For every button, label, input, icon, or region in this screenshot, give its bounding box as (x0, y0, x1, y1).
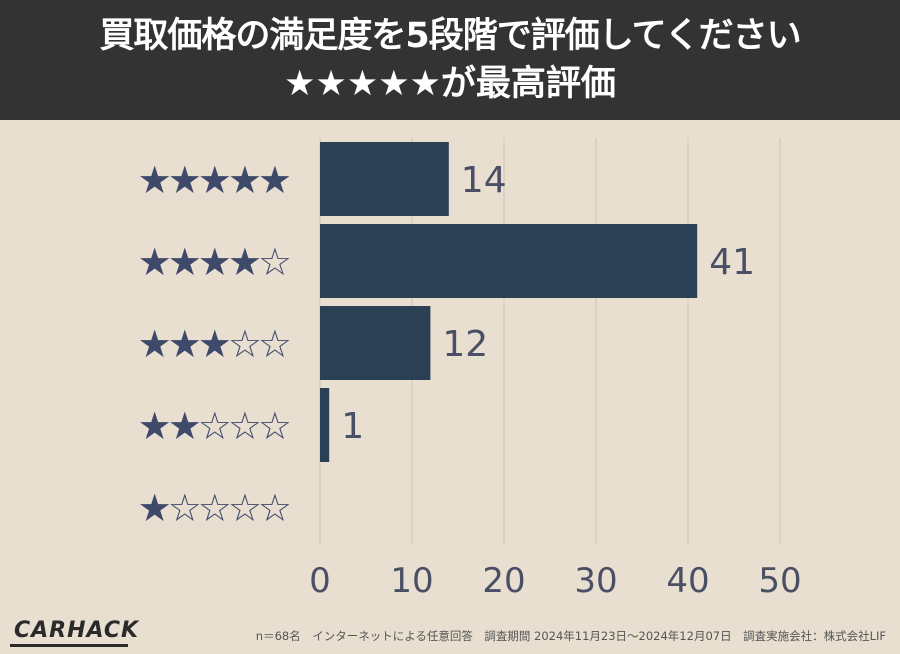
survey-note: n＝68名 インターネットによる任意回答 調査期間 2024年11月23日〜20… (255, 629, 886, 643)
bar (320, 306, 431, 380)
category-label: ★☆☆☆☆ (138, 486, 290, 530)
carhack-logo: CARHACK (10, 618, 140, 647)
category-label: ★★★★☆ (138, 240, 290, 284)
data-label: 41 (709, 242, 755, 283)
x-tick-label: 0 (309, 561, 331, 601)
data-label: 12 (442, 324, 488, 365)
title-banner: 買取価格の満足度を5段階で評価してください ★★★★★が最高評価 (0, 0, 900, 120)
data-label: 1 (341, 406, 364, 447)
x-tick-label: 30 (574, 561, 617, 601)
logo-text: CARHACK (14, 618, 140, 643)
x-tick-label: 20 (482, 561, 525, 601)
category-label: ★★★★★ (138, 158, 290, 202)
x-tick-label: 10 (390, 561, 433, 601)
category-label: ★★☆☆☆ (138, 404, 290, 448)
bar (320, 224, 698, 298)
data-label: 14 (461, 160, 507, 201)
x-tick-label: 50 (758, 561, 801, 601)
bar (320, 142, 449, 216)
bar (320, 388, 330, 462)
chart-subtitle: ★★★★★が最高評価 (284, 64, 616, 104)
chart-title: 買取価格の満足度を5段階で評価してください (99, 16, 801, 56)
logo-underline (10, 644, 128, 647)
x-tick-label: 40 (666, 561, 709, 601)
category-label: ★★★☆☆ (138, 322, 290, 366)
